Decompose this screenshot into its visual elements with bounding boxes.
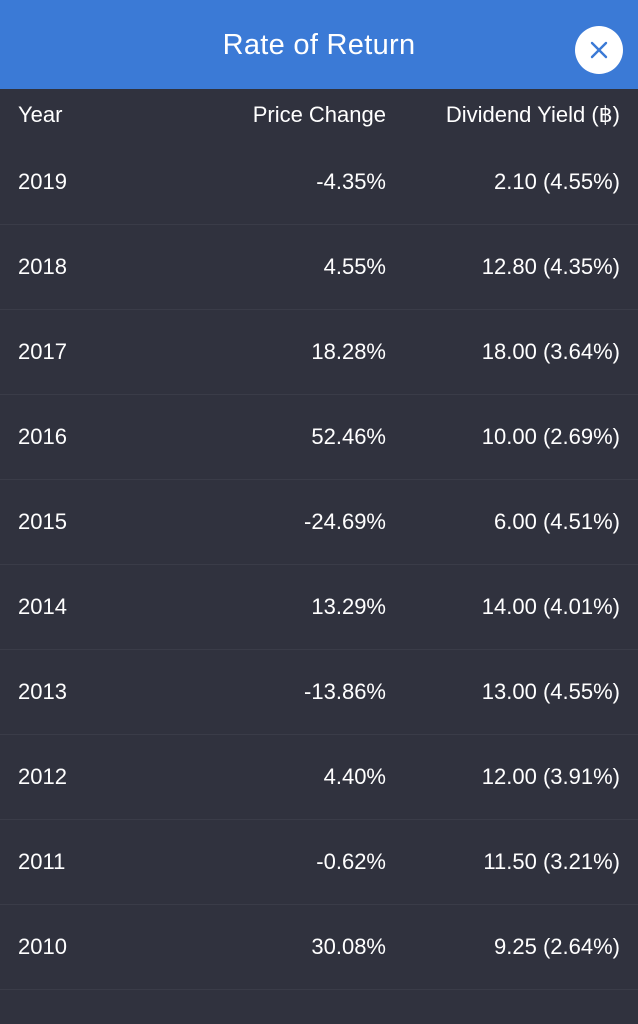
dividend-yield-cell: 14.00 (4.01%)	[481, 594, 620, 619]
price-change-cell: 30.08%	[311, 934, 386, 959]
year-cell: 2014	[18, 594, 67, 619]
year-cell: 2018	[18, 254, 67, 279]
year-cell: 2019	[18, 169, 67, 194]
table-row: 2019 -4.35% 2.10 (4.55%)	[0, 140, 638, 225]
table-row: 2016 52.46% 10.00 (2.69%)	[0, 395, 638, 480]
dividend-yield-cell: 2.10 (4.55%)	[494, 169, 620, 194]
page-title: Rate of Return	[222, 29, 416, 61]
dividend-yield-cell: 9.25 (2.64%)	[494, 934, 620, 959]
price-change-cell: 4.55%	[323, 254, 386, 279]
column-header-price-change: Price Change	[252, 101, 386, 127]
table-row: 2012 4.40% 12.00 (3.91%)	[0, 735, 638, 820]
price-change-cell: -4.35%	[316, 169, 386, 194]
year-cell: 2011	[18, 849, 66, 874]
year-cell: 2012	[18, 764, 67, 789]
close-button[interactable]	[575, 26, 623, 74]
price-change-cell: 4.40%	[323, 764, 386, 789]
price-change-cell: 18.28%	[311, 339, 386, 364]
dividend-yield-cell: 11.50 (3.21%)	[483, 849, 620, 874]
table-row: 2015 -24.69% 6.00 (4.51%)	[0, 480, 638, 565]
dividend-yield-cell: 12.00 (3.91%)	[481, 764, 620, 789]
column-header-dividend-yield: Dividend Yield (฿)	[445, 101, 620, 127]
price-change-cell: 52.46%	[311, 424, 386, 449]
year-cell: 2017	[18, 339, 67, 364]
table-row: 2010 30.08% 9.25 (2.64%)	[0, 905, 638, 990]
close-icon	[590, 41, 608, 59]
year-cell: 2015	[18, 509, 67, 534]
price-change-cell: -24.69%	[304, 509, 386, 534]
dividend-yield-cell: 12.80 (4.35%)	[481, 254, 620, 279]
price-change-cell: -0.62%	[316, 849, 386, 874]
table-header: Year Price Change Dividend Yield (฿)	[0, 89, 638, 140]
header-bar: Rate of Return	[0, 0, 638, 89]
year-cell: 2013	[18, 679, 67, 704]
table-row: 2013 -13.86% 13.00 (4.55%)	[0, 650, 638, 735]
year-cell: 2010	[18, 934, 67, 959]
dividend-yield-cell: 18.00 (3.64%)	[481, 339, 620, 364]
price-change-cell: -13.86%	[304, 679, 386, 704]
table-row: 2011 -0.62% 11.50 (3.21%)	[0, 820, 638, 905]
table-row: 2014 13.29% 14.00 (4.01%)	[0, 565, 638, 650]
dividend-yield-cell: 10.00 (2.69%)	[481, 424, 620, 449]
table-body: 2019 -4.35% 2.10 (4.55%) 2018 4.55% 12.8…	[0, 140, 638, 990]
dividend-yield-cell: 13.00 (4.55%)	[481, 679, 620, 704]
column-header-year: Year	[18, 101, 63, 127]
table-row: 2018 4.55% 12.80 (4.35%)	[0, 225, 638, 310]
price-change-cell: 13.29%	[311, 594, 386, 619]
dividend-yield-cell: 6.00 (4.51%)	[494, 509, 620, 534]
year-cell: 2016	[18, 424, 67, 449]
table-row: 2017 18.28% 18.00 (3.64%)	[0, 310, 638, 395]
